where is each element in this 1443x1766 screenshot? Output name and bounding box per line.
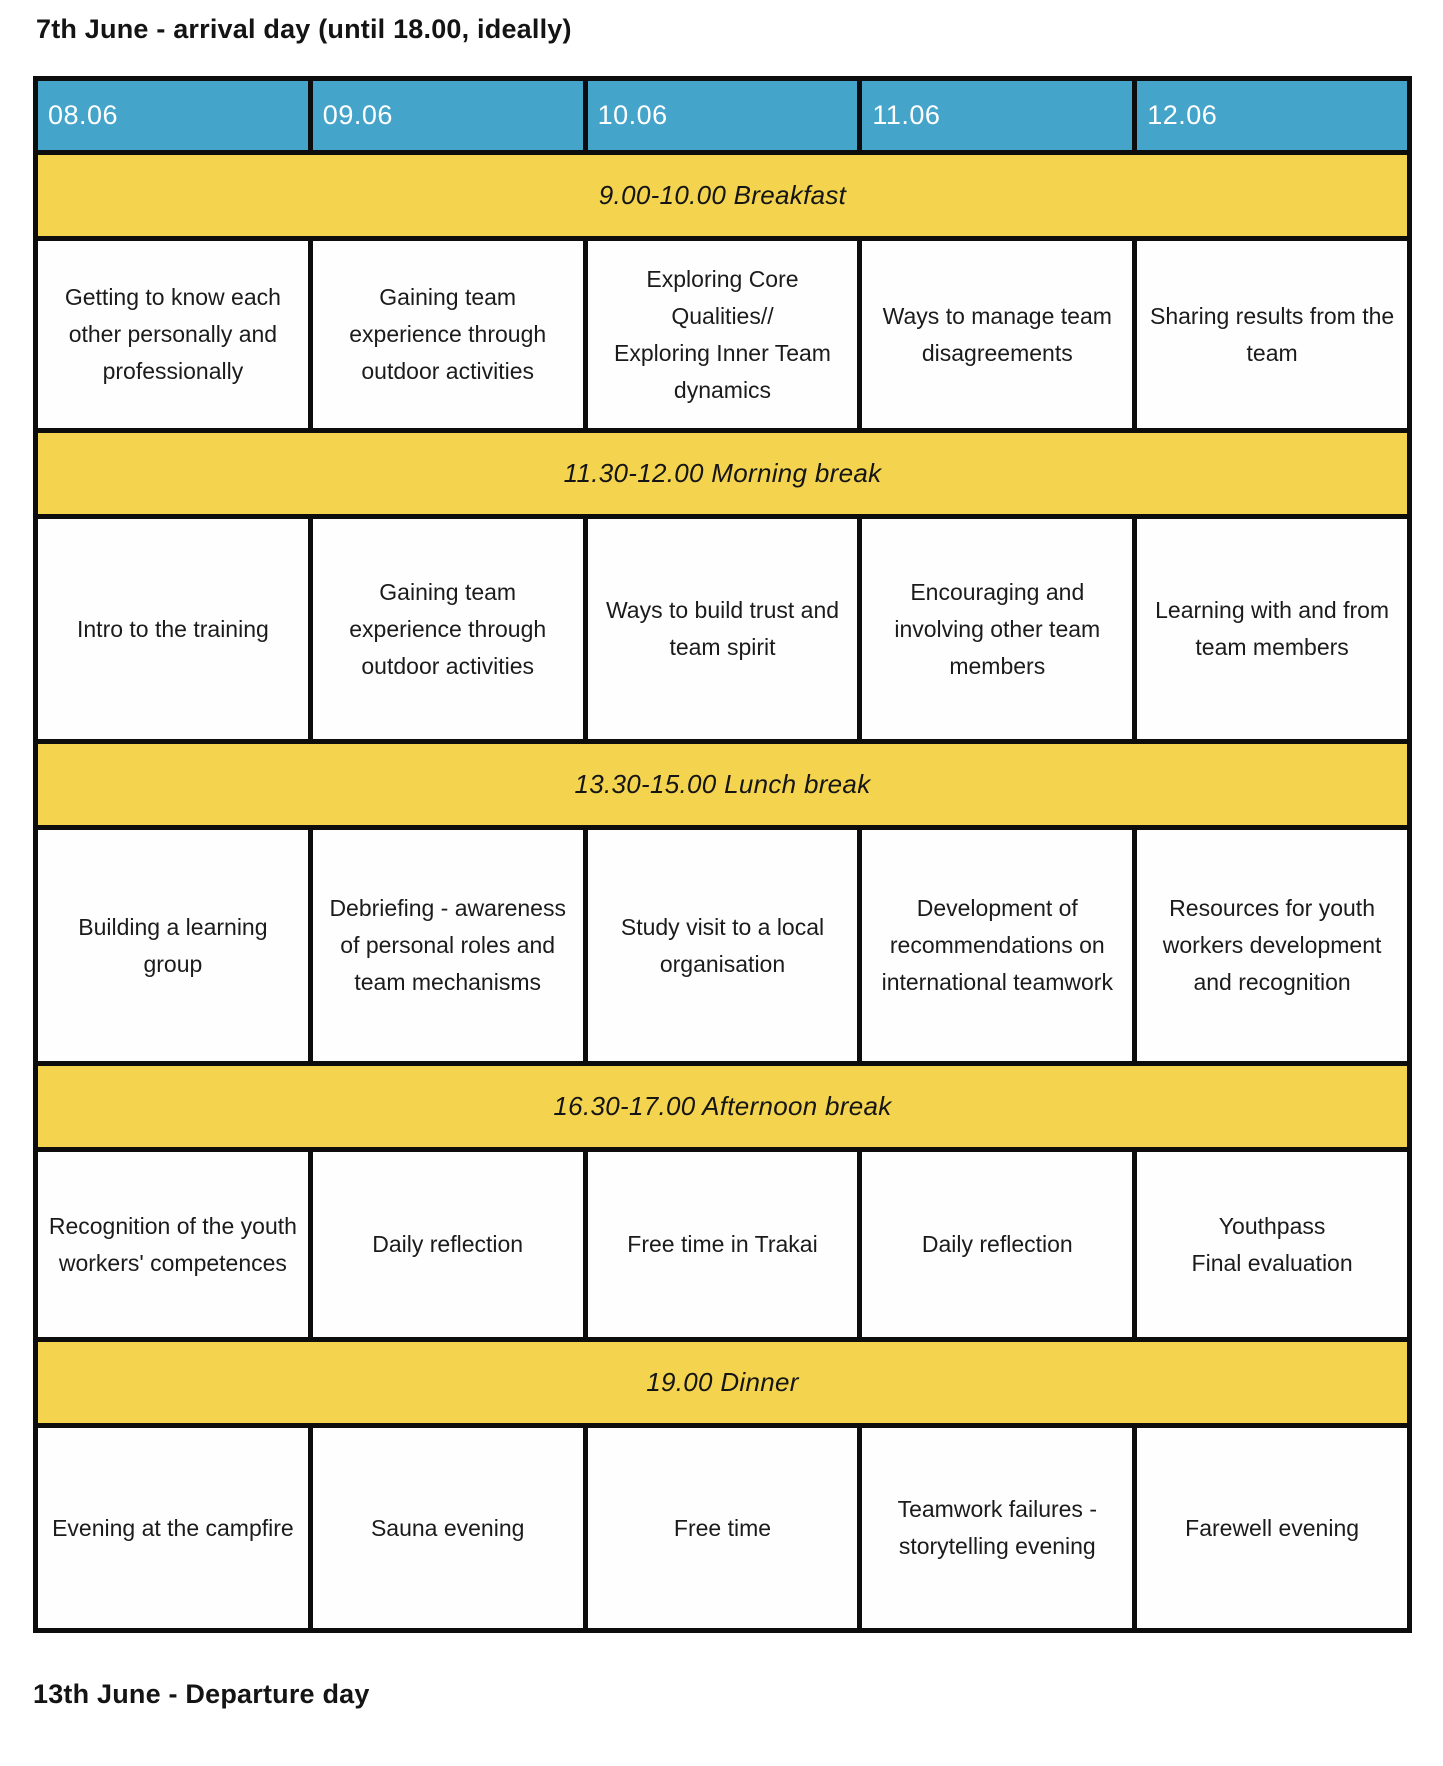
dinner-band: 19.00 Dinner: [33, 1337, 1412, 1428]
break-band-row: 13.30-15.00 Lunch break: [33, 739, 1412, 830]
activity-cell: Development of recommendations on intern…: [857, 825, 1138, 1066]
activity-cell: Learning with and from team members: [1132, 514, 1412, 744]
activity-cell: Sharing results from the team: [1132, 236, 1412, 433]
activity-cell: Building a learning group: [33, 825, 313, 1066]
activity-row: Recognition of the youth workers' compet…: [33, 1147, 1412, 1342]
footer-title: 13th June - Departure day: [33, 1679, 370, 1709]
activity-cell: Sauna evening: [307, 1423, 588, 1633]
activity-cell: Encouraging and involving other team mem…: [857, 514, 1138, 744]
activity-cell: Daily reflection: [307, 1147, 588, 1342]
activity-cell: Getting to know each other personally an…: [33, 236, 313, 433]
activity-cell: Youthpass Final evaluation: [1132, 1147, 1412, 1342]
activity-cell: Gaining team experience through outdoor …: [307, 236, 588, 433]
activity-cell: Free time: [582, 1423, 863, 1633]
day-header-cell: 08.06: [33, 76, 313, 155]
activity-cell: Free time in Trakai: [582, 1147, 863, 1342]
day-header-cell: 10.06: [582, 76, 863, 155]
morning-break-band: 11.30-12.00 Morning break: [33, 428, 1412, 519]
activity-cell: Ways to build trust and team spirit: [582, 514, 863, 744]
schedule-page: 7th June - arrival day (until 18.00, ide…: [33, 14, 1412, 1709]
schedule-table: 08.06 09.06 10.06 11.06 12.06 9.00-10.00…: [33, 76, 1412, 1633]
activity-row: Intro to the training Gaining team exper…: [33, 514, 1412, 744]
break-band-row: 16.30-17.00 Afternoon break: [33, 1061, 1412, 1152]
activity-row: Getting to know each other personally an…: [33, 236, 1412, 433]
activity-cell: Daily reflection: [857, 1147, 1138, 1342]
activity-cell: Farewell evening: [1132, 1423, 1412, 1633]
break-band-row: 19.00 Dinner: [33, 1337, 1412, 1428]
activity-cell: Recognition of the youth workers' compet…: [33, 1147, 313, 1342]
day-header-row: 08.06 09.06 10.06 11.06 12.06: [33, 76, 1412, 155]
activity-cell: Ways to manage team disagreements: [857, 236, 1138, 433]
day-header-cell: 11.06: [857, 76, 1138, 155]
activity-cell: Resources for youth workers development …: [1132, 825, 1412, 1066]
activity-cell: Teamwork failures - storytelling evening: [857, 1423, 1138, 1633]
day-header-cell: 09.06: [307, 76, 588, 155]
lunch-break-band: 13.30-15.00 Lunch break: [33, 739, 1412, 830]
page-title: 7th June - arrival day (until 18.00, ide…: [36, 14, 572, 44]
day-header-cell: 12.06: [1132, 76, 1412, 155]
break-band-row: 9.00-10.00 Breakfast: [33, 150, 1412, 241]
activity-row: Building a learning group Debriefing - a…: [33, 825, 1412, 1066]
breakfast-band: 9.00-10.00 Breakfast: [33, 150, 1412, 241]
activity-row: Evening at the campfire Sauna evening Fr…: [33, 1423, 1412, 1633]
activity-cell: Exploring Core Qualities// Exploring Inn…: [582, 236, 863, 433]
activity-cell: Intro to the training: [33, 514, 313, 744]
activity-cell: Evening at the campfire: [33, 1423, 313, 1633]
activity-cell: Study visit to a local organisation: [582, 825, 863, 1066]
activity-cell: Debriefing - awareness of personal roles…: [307, 825, 588, 1066]
activity-cell: Gaining team experience through outdoor …: [307, 514, 588, 744]
afternoon-break-band: 16.30-17.00 Afternoon break: [33, 1061, 1412, 1152]
break-band-row: 11.30-12.00 Morning break: [33, 428, 1412, 519]
